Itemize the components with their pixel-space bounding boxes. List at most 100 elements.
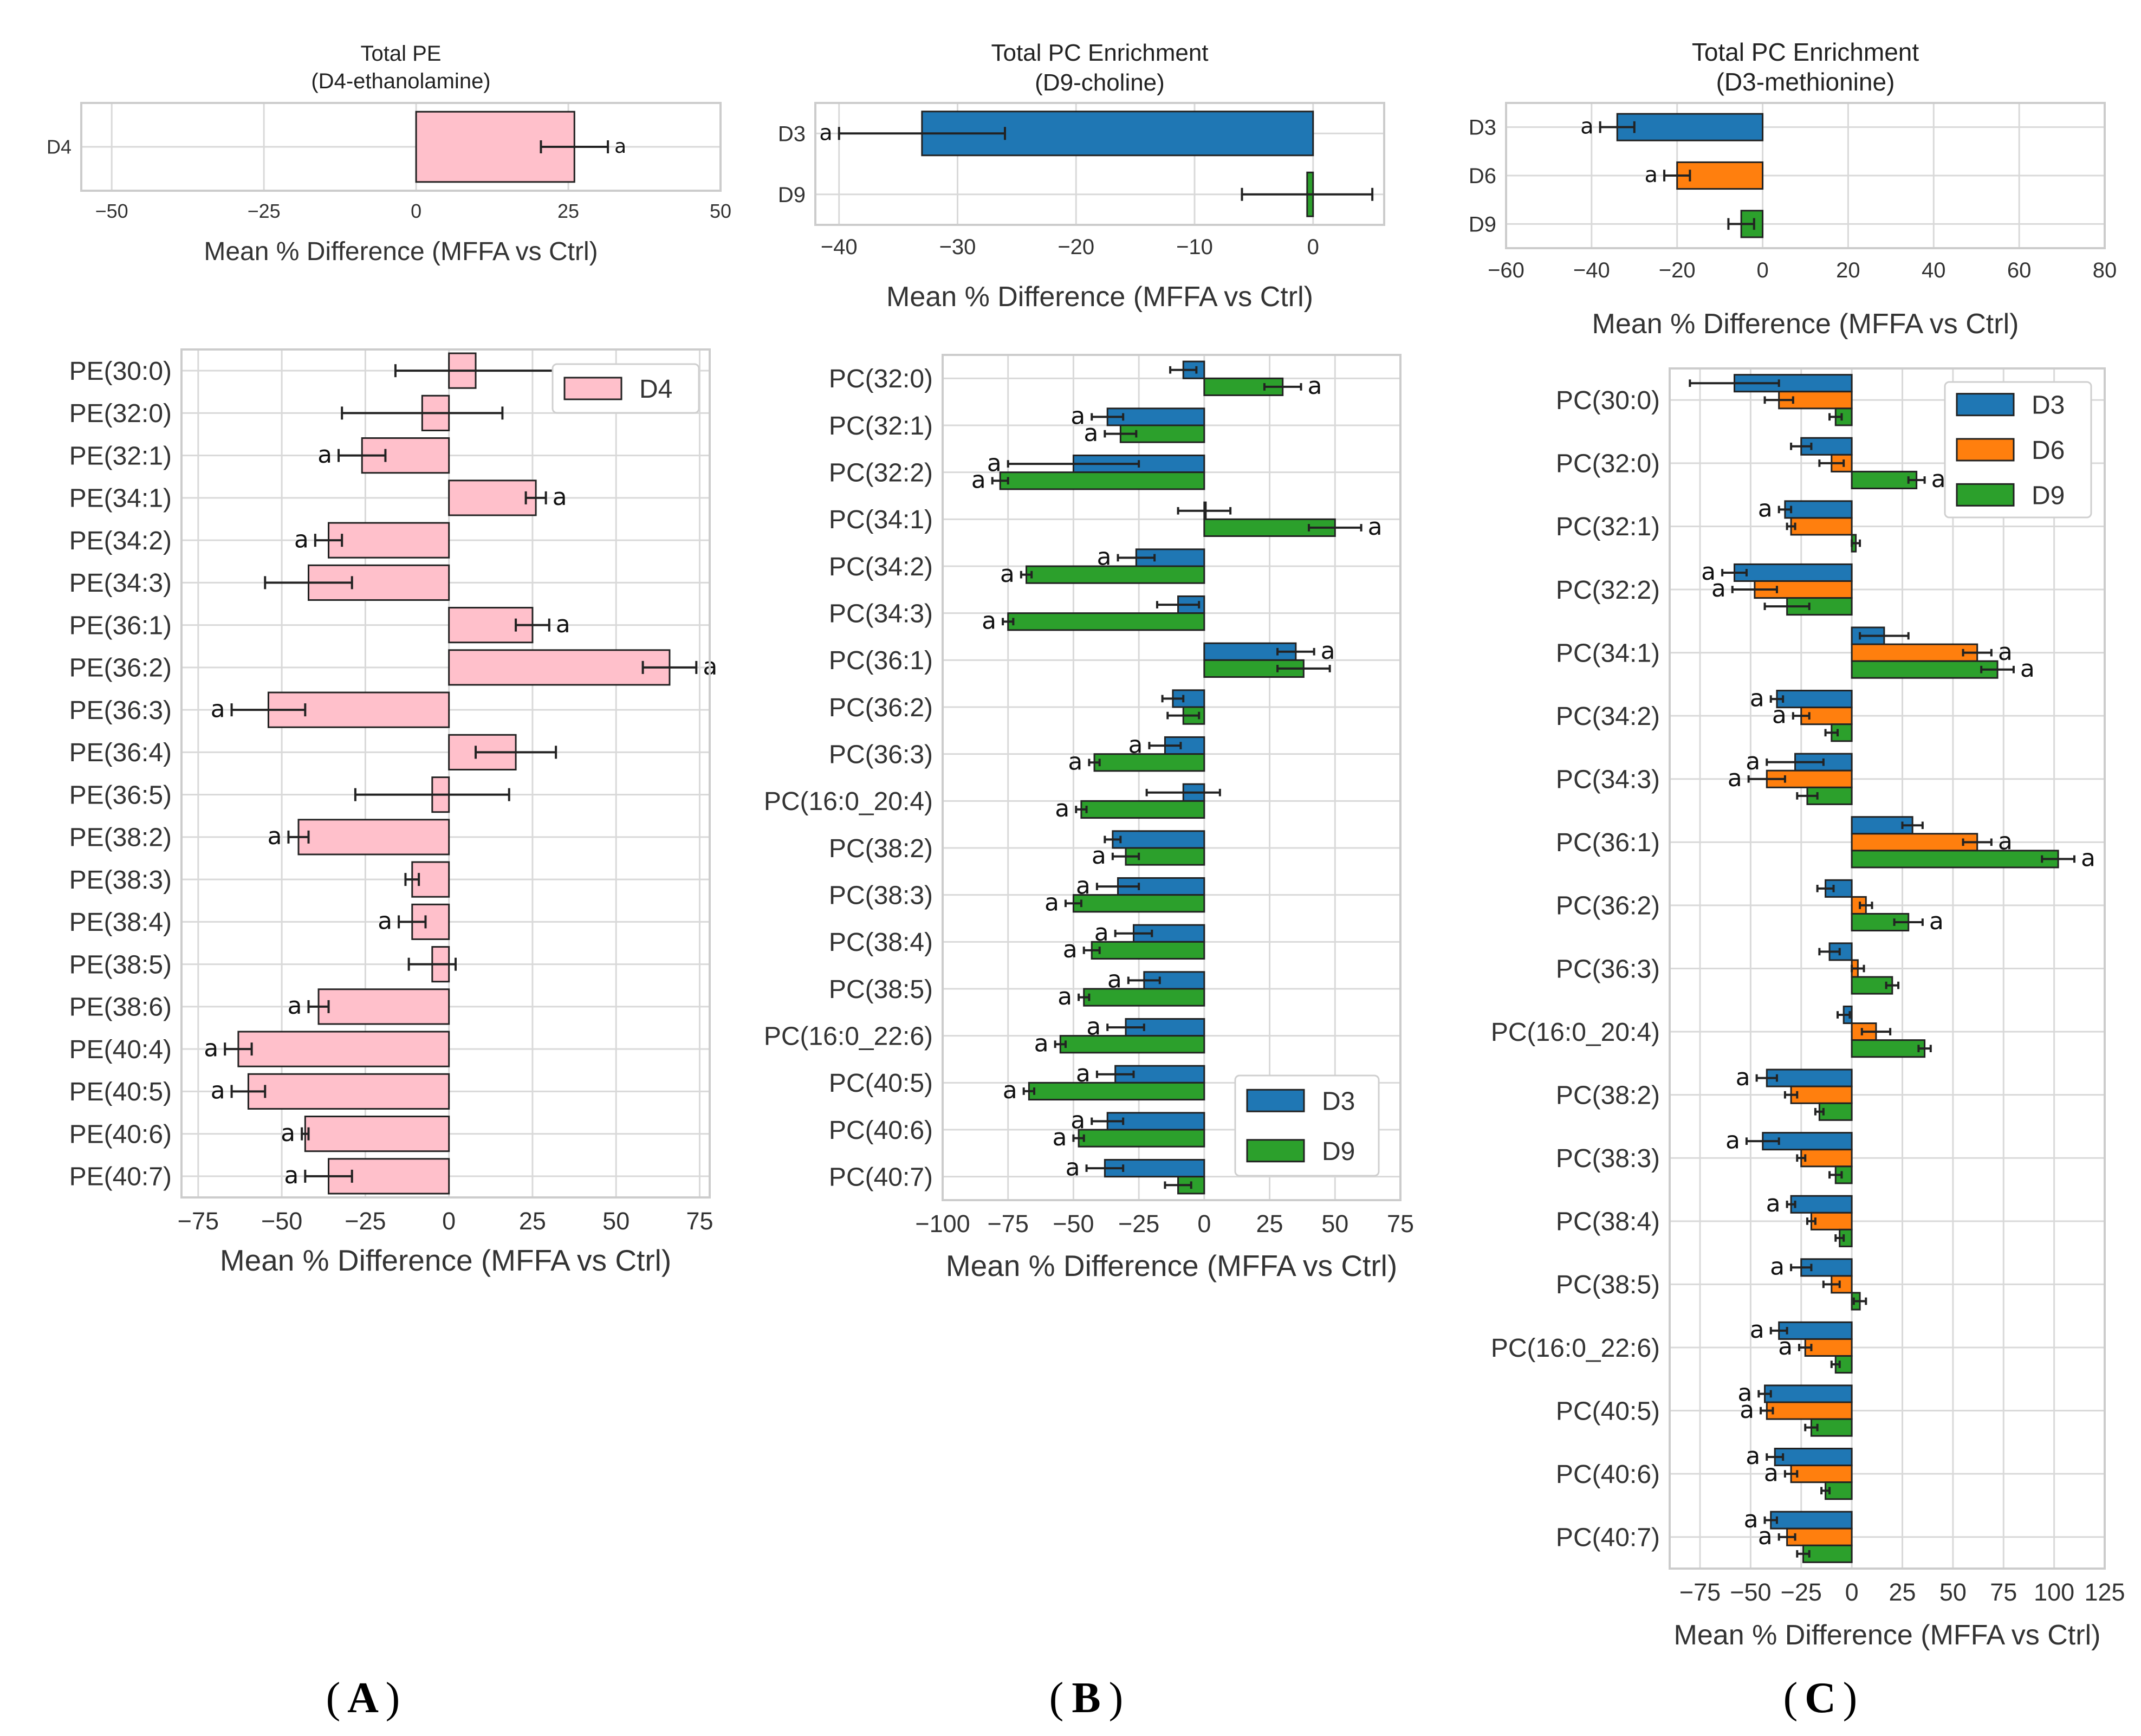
significance-label: a	[1055, 795, 1069, 822]
significance-label: a	[982, 607, 996, 634]
y-category-label: PC(16:0_20:4)	[1491, 1018, 1660, 1047]
significance-label: a	[267, 822, 282, 850]
x-tick-label: −40	[1573, 258, 1610, 282]
plot-frame	[1669, 367, 2106, 1570]
y-category-label: PC(34:3)	[1556, 766, 1660, 794]
y-category-label: PE(38:5)	[69, 950, 172, 979]
y-category-label: PE(36:5)	[69, 781, 172, 809]
significance-label: a	[2020, 655, 2035, 683]
legend-swatch-d9	[1246, 1139, 1305, 1163]
chart-a_main: −75 −50 −25 0 25 50 75 PE(30:0) PE(32:0) PE(32:1)…	[69, 348, 717, 1277]
significance-label: a	[1003, 1077, 1017, 1104]
y-category-label: PE(36:1)	[69, 611, 172, 640]
y-category-label: PC(34:1)	[1556, 639, 1660, 668]
bar-d4	[237, 1031, 450, 1067]
legend-swatch-d6	[1956, 438, 2015, 462]
bar-d3	[1776, 690, 1853, 709]
significance-label: a	[1701, 558, 1716, 586]
x-tick-label: −25	[248, 200, 281, 222]
x-tick-label: −20	[1659, 258, 1696, 282]
x-tick-label: 0	[1845, 1578, 1859, 1606]
x-tick-label: 75	[1387, 1210, 1414, 1238]
y-category-label: PC(40:7)	[829, 1163, 933, 1191]
significance-label: a	[1044, 889, 1059, 916]
significance-label: a	[1737, 1379, 1752, 1407]
x-tick-label: −50	[261, 1207, 302, 1235]
significance-label: a	[1711, 575, 1726, 603]
y-category-label: PE(40:5)	[69, 1078, 172, 1106]
bar-d3	[1784, 500, 1853, 519]
significance-label: a	[1057, 983, 1072, 1010]
bar-d9	[1080, 800, 1205, 819]
y-category-label: D9	[1469, 212, 1496, 236]
svg-text:): )	[1843, 1674, 1858, 1722]
svg-text:): )	[1109, 1674, 1124, 1722]
y-category-label: D3	[1469, 116, 1496, 140]
y-category-label: PC(16:0_20:4)	[764, 787, 933, 816]
legend-label: D3	[1322, 1087, 1355, 1116]
bar-d3	[1770, 1511, 1853, 1530]
significance-label: a	[987, 449, 1002, 477]
bar-d3	[1132, 924, 1205, 943]
significance-label: a	[294, 526, 309, 553]
x-tick-label: −75	[178, 1207, 219, 1235]
significance-label: a	[1772, 701, 1787, 729]
y-category-label: PC(36:3)	[1556, 955, 1660, 983]
y-category-label: PE(32:0)	[69, 399, 172, 428]
x-tick-label: −25	[345, 1207, 386, 1235]
x-tick-label: 0	[1197, 1210, 1211, 1238]
y-category-label: PE(38:2)	[69, 824, 172, 852]
bar-d4	[247, 1073, 450, 1110]
significance-label: a	[1070, 403, 1085, 430]
panel-label-a: A	[347, 1674, 379, 1722]
significance-label: a	[1725, 1126, 1740, 1154]
legend-box	[552, 363, 700, 414]
plot-frame	[1505, 102, 2106, 249]
significance-label: a	[1034, 1029, 1049, 1057]
y-category-label: PE(36:2)	[69, 654, 172, 683]
bar-d3	[1774, 1448, 1853, 1467]
x-tick-label: 80	[2093, 258, 2117, 282]
significance-label: a	[1645, 163, 1658, 187]
chart-subtitle: (D3-methionine)	[1716, 68, 1895, 96]
x-tick-label: 50	[1939, 1578, 1967, 1606]
significance-label: a	[1764, 1459, 1779, 1487]
x-tick-label: −30	[939, 235, 976, 259]
chart-title: Total PC Enrichment	[991, 40, 1208, 66]
y-category-label: PE(40:4)	[69, 1035, 172, 1064]
bar-d3	[1766, 1068, 1853, 1087]
y-category-label: PE(40:6)	[69, 1120, 172, 1149]
y-category-label: PC(34:1)	[829, 506, 933, 534]
chart-c_main: −75 −50 −25 0 25 50 75 100 125 PC(30:0) PC(32:0) PC…	[1491, 367, 2125, 1651]
bar-d4	[448, 649, 671, 686]
y-category-label: PC(32:2)	[829, 458, 933, 487]
x-tick-label: 25	[1256, 1210, 1283, 1238]
y-category-label: PC(40:6)	[829, 1116, 933, 1145]
y-category-label: PE(40:7)	[69, 1163, 172, 1191]
bar-d9	[1091, 941, 1205, 960]
y-category-label: PC(32:0)	[1556, 450, 1660, 478]
panel-label-c: C	[1805, 1674, 1836, 1722]
y-category-label: PC(16:0_22:6)	[1491, 1334, 1660, 1363]
x-tick-label: 60	[2007, 258, 2032, 282]
y-category-label: PC(32:1)	[1556, 513, 1660, 541]
legend-swatch-d3	[1956, 393, 2015, 417]
y-category-label: D4	[47, 136, 72, 158]
bar-d6	[1851, 643, 1978, 662]
y-category-label: PE(38:6)	[69, 993, 172, 1022]
x-tick-label: −50	[95, 200, 128, 222]
bar-d9	[1851, 470, 1918, 490]
bar-d6	[1790, 517, 1853, 536]
bar-d3	[1734, 563, 1853, 582]
significance-label: a	[1746, 748, 1760, 775]
significance-label: a	[1770, 1253, 1785, 1281]
bar-d4	[304, 1116, 450, 1152]
x-tick-label: 0	[1307, 235, 1319, 259]
y-category-label: PE(38:4)	[69, 908, 172, 937]
legend-label: D3	[2032, 391, 2065, 420]
bar-d3	[1764, 1384, 1853, 1403]
bar-d6	[1810, 1212, 1853, 1230]
chart-b_main: −100 −75 −50 −25 0 25 50 75 PC(32:0) PC(32:1) PC(3…	[764, 354, 1414, 1282]
chart-subtitle: (D4-ethanolamine)	[311, 69, 490, 93]
